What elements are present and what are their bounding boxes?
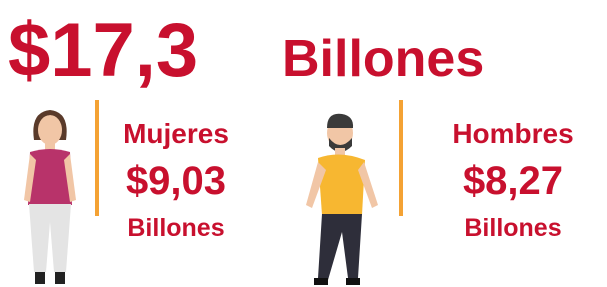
woman-icon [24, 110, 76, 284]
man-icon [306, 114, 378, 285]
group-label: Mujeres [123, 118, 229, 149]
headline-amount: $17,3 [8, 8, 198, 93]
group-amount: $8,27 [463, 159, 563, 203]
infographic: $17,3 Billones Mujeres $9,03 Billones Ho… [0, 0, 607, 287]
group-label: Hombres [452, 118, 573, 149]
group-unit: Billones [464, 214, 561, 242]
group-unit: Billones [127, 214, 224, 242]
group-amount: $9,03 [126, 159, 226, 203]
headline-unit: Billones [282, 30, 484, 88]
